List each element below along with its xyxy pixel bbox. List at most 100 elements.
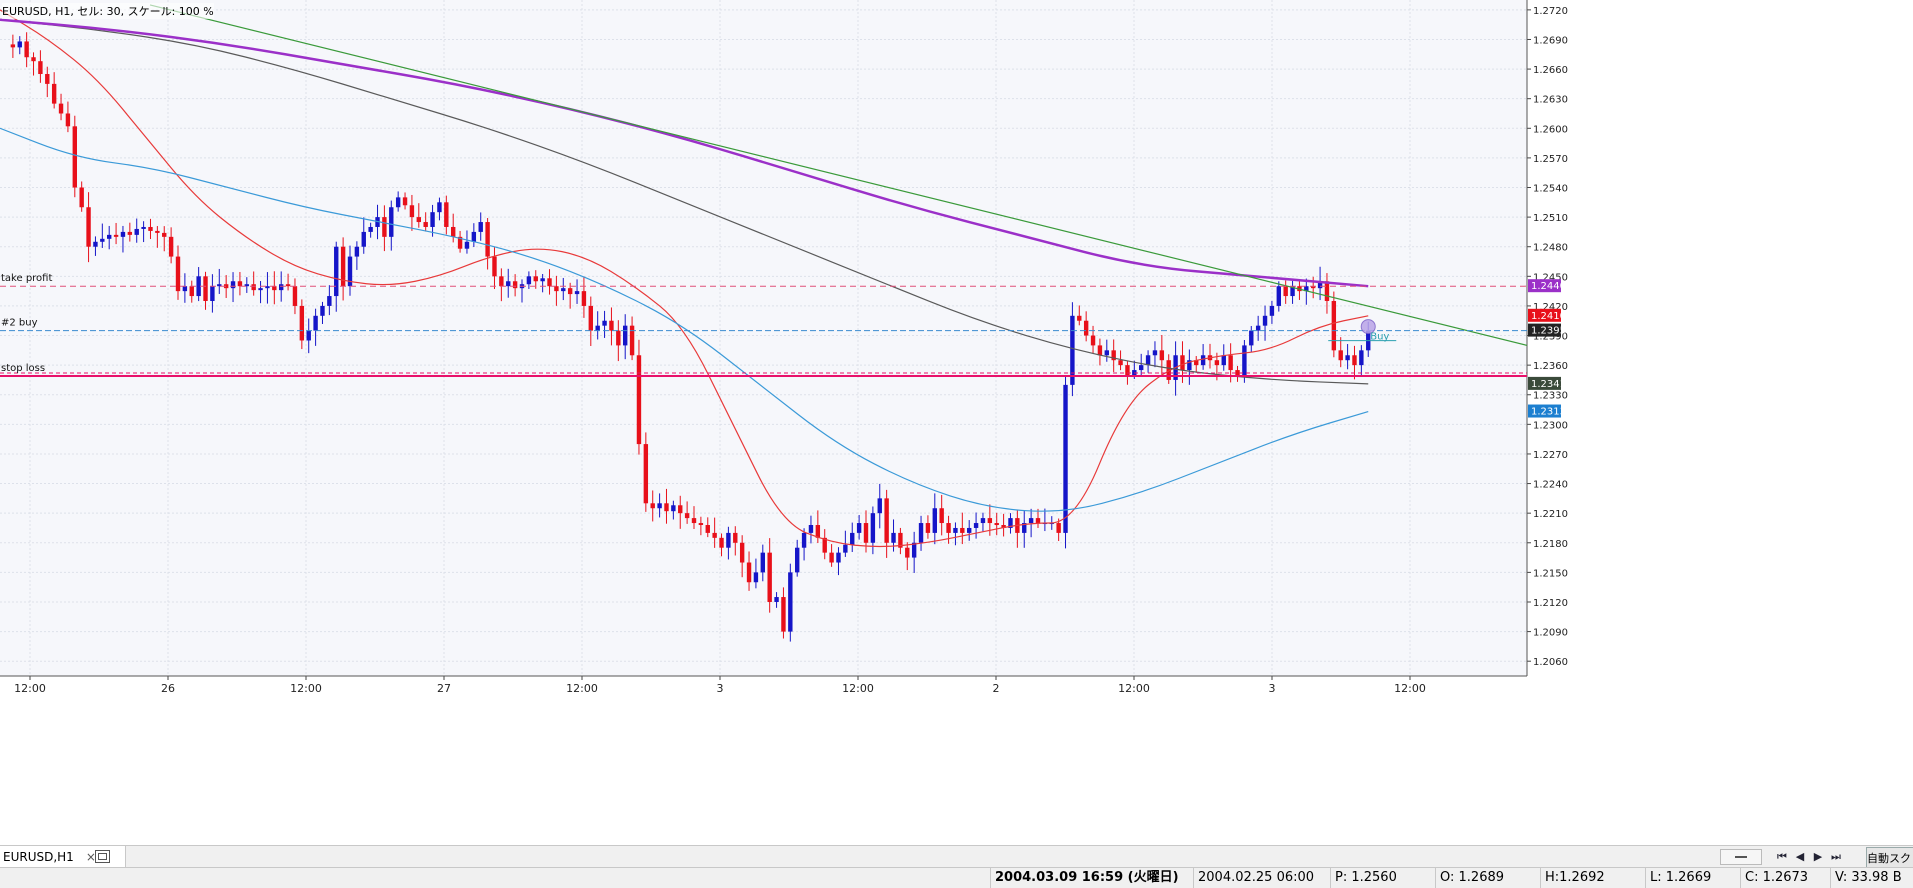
candle-body xyxy=(678,505,683,514)
candle-body xyxy=(788,572,793,632)
candle-body xyxy=(774,597,779,602)
price-marker-label: 1.2410 xyxy=(1531,311,1566,322)
candle-body xyxy=(79,187,84,208)
candle-body xyxy=(196,276,201,297)
price-marker-label: 1.2440 xyxy=(1531,281,1566,292)
candle-body xyxy=(1242,345,1247,376)
candle-body xyxy=(113,234,119,237)
candle-body xyxy=(17,41,22,48)
candle-body xyxy=(423,222,428,227)
detach-window-icon[interactable] xyxy=(95,850,110,863)
next-bar-icon[interactable]: ▶ xyxy=(1813,850,1823,863)
candle-body xyxy=(911,542,917,558)
candle-body xyxy=(554,286,559,292)
candle-body xyxy=(726,532,731,548)
chart-tab[interactable]: EURUSD,H1 × xyxy=(0,846,126,867)
candle-body xyxy=(1028,518,1034,524)
y-tick-label: 1.2300 xyxy=(1533,420,1568,431)
candle-body xyxy=(891,532,896,543)
autoscroll-label: 自動スク xyxy=(1867,852,1911,865)
candle-body xyxy=(540,278,545,282)
candle-body xyxy=(946,523,951,533)
candle-body xyxy=(203,276,208,301)
x-tick-label: 12:00 xyxy=(14,682,46,695)
status-open: O: 1.2689 xyxy=(1435,868,1540,888)
y-tick-label: 1.2510 xyxy=(1533,213,1568,224)
candle-body xyxy=(815,525,821,538)
candle-body xyxy=(162,232,167,237)
price-marker-box xyxy=(1528,376,1561,390)
candle-body xyxy=(1324,281,1330,301)
candle-body xyxy=(478,222,483,232)
candle-body xyxy=(24,41,29,58)
y-tick-label: 1.2540 xyxy=(1533,184,1568,195)
candle-body xyxy=(437,202,442,213)
autoscroll-button[interactable]: 自動スク xyxy=(1866,847,1913,869)
ma-line-fast xyxy=(0,9,1369,548)
candle-body xyxy=(671,505,676,512)
candle-body xyxy=(134,228,139,235)
candle-body xyxy=(609,320,614,331)
candle-body xyxy=(1276,286,1281,306)
candle-body xyxy=(1311,286,1316,289)
candle-body xyxy=(1152,350,1158,356)
candle-body xyxy=(629,325,635,356)
candle-body xyxy=(1063,384,1068,533)
candle-body xyxy=(354,246,360,257)
x-tick-label: 27 xyxy=(437,682,451,695)
y-tick-label: 1.2270 xyxy=(1533,450,1568,461)
candle-body xyxy=(1187,360,1192,371)
candle-body xyxy=(72,126,77,188)
candle-body xyxy=(1262,315,1268,326)
candle-body xyxy=(705,525,710,533)
y-tick-label: 1.2690 xyxy=(1533,35,1568,46)
candle-body xyxy=(781,597,786,632)
level-label: stop loss xyxy=(1,363,45,374)
candle-body xyxy=(1001,525,1006,528)
last-bar-icon[interactable]: ⏭ xyxy=(1831,850,1841,863)
candle-body xyxy=(506,281,511,287)
prev-bar-icon[interactable]: ◀ xyxy=(1795,850,1805,863)
candle-body xyxy=(464,241,470,249)
y-tick-label: 1.2090 xyxy=(1533,628,1568,639)
y-tick-label: 1.2060 xyxy=(1533,657,1568,668)
status-price: P: 1.2560 xyxy=(1330,868,1435,888)
candle-body xyxy=(850,532,855,545)
candle-body xyxy=(320,305,325,316)
candle-body xyxy=(1255,325,1261,331)
price-chart[interactable]: 1.2720 1.2690 1.2660 1.2630 1.2600 1.2570 1.25… xyxy=(0,0,1913,845)
candle-body xyxy=(1249,330,1254,346)
x-tick-label: 12:00 xyxy=(566,682,598,695)
candle-body xyxy=(953,527,958,533)
candle-body xyxy=(485,222,490,257)
y-tick-label: 1.2720 xyxy=(1533,6,1568,17)
close-icon[interactable]: × xyxy=(85,849,96,864)
candle-body xyxy=(1104,350,1109,356)
candle-body xyxy=(292,286,298,306)
candle-body xyxy=(244,284,249,287)
candle-body xyxy=(451,226,456,237)
candle-body xyxy=(86,207,91,247)
candle-body xyxy=(898,532,903,548)
status-datetime: 2004.03.09 16:59 (火曜日) xyxy=(990,868,1193,888)
first-bar-icon[interactable]: ⏮ xyxy=(1777,850,1787,863)
zoom-slider[interactable] xyxy=(1720,849,1762,865)
candle-body xyxy=(230,281,236,289)
candle-body xyxy=(602,320,607,326)
candle-body xyxy=(499,276,504,287)
status-bar: 2004.03.09 16:59 (火曜日) 2004.02.25 06:00 … xyxy=(0,867,1913,888)
candle-body xyxy=(217,284,222,287)
price-marker-box xyxy=(1528,308,1561,322)
candle-body xyxy=(746,562,752,583)
candle-body xyxy=(492,256,497,277)
candle-body xyxy=(905,547,910,558)
y-tick-label: 1.2630 xyxy=(1533,95,1568,106)
candle-body xyxy=(1352,355,1357,366)
candle-body xyxy=(760,552,765,573)
status-low: L: 1.2669 xyxy=(1645,868,1740,888)
candle-body xyxy=(925,523,931,533)
y-tick-label: 1.2150 xyxy=(1533,568,1568,579)
price-marker-label: 1.2313 xyxy=(1531,407,1566,418)
candle-body xyxy=(884,498,889,543)
